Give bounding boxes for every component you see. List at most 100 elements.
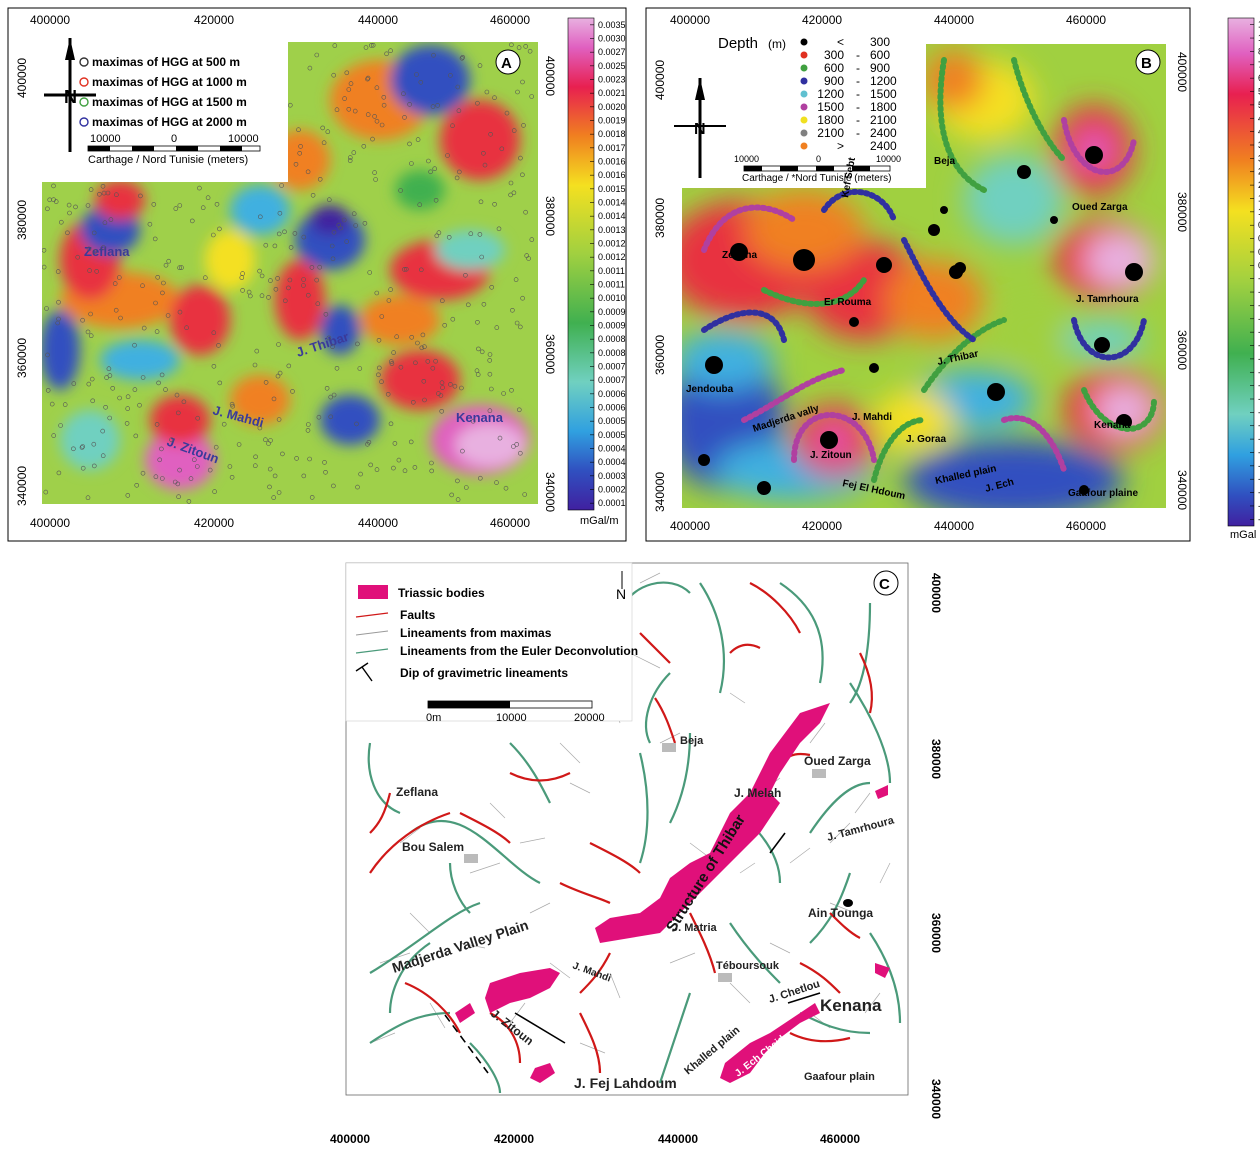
maxima-marker bbox=[271, 396, 277, 402]
maxima-marker bbox=[230, 403, 235, 409]
svg-text:N: N bbox=[694, 121, 706, 138]
maxima-marker bbox=[476, 346, 481, 352]
colorbar-label: -0.90 bbox=[1258, 300, 1260, 310]
depth-from: 1500 bbox=[817, 100, 844, 114]
maxima-marker bbox=[410, 399, 416, 405]
maxima-marker bbox=[65, 230, 70, 236]
maxima-marker bbox=[125, 406, 130, 411]
maxima-marker bbox=[213, 444, 219, 450]
maxima-marker bbox=[374, 290, 380, 296]
depth-from: 900 bbox=[824, 74, 844, 88]
maxima-marker bbox=[347, 155, 353, 160]
panel-a: N maximas of HGG at 500 m maximas of HGG … bbox=[7, 7, 627, 542]
maxima-marker bbox=[523, 44, 529, 49]
maxima-marker bbox=[71, 446, 76, 452]
colorbar-label: -5.45 bbox=[1258, 434, 1260, 444]
maxima-marker bbox=[301, 283, 306, 288]
maxima-marker bbox=[240, 271, 245, 276]
legend-label: Lineaments from maximas bbox=[400, 626, 552, 640]
maxima-marker bbox=[246, 289, 252, 295]
depth-marker bbox=[800, 38, 808, 46]
panel-letter-bg bbox=[873, 570, 899, 596]
depth-marker bbox=[800, 116, 808, 124]
x-tick: 440000 bbox=[934, 519, 974, 533]
colorbar-label: -1.59 bbox=[1258, 327, 1260, 337]
maxima-marker bbox=[523, 209, 528, 215]
maxima-marker bbox=[452, 383, 458, 389]
maxima-marker bbox=[455, 84, 461, 90]
maxima-marker bbox=[474, 368, 480, 374]
maxima-marker bbox=[398, 188, 403, 193]
maxima-marker bbox=[165, 313, 171, 318]
maxima-marker bbox=[325, 129, 331, 134]
maxima-marker bbox=[292, 231, 298, 236]
maxima-marker bbox=[440, 385, 445, 390]
maxima-marker bbox=[177, 467, 182, 473]
maxima-marker bbox=[271, 495, 277, 500]
place-label: J. Zitoun bbox=[810, 450, 852, 461]
maxima-marker bbox=[460, 448, 465, 454]
maxima-marker bbox=[439, 380, 445, 386]
maxima-marker bbox=[320, 125, 326, 131]
colorbar-label: 0.0021 bbox=[598, 88, 626, 98]
maxima-marker bbox=[275, 373, 281, 379]
maxima-marker bbox=[334, 107, 340, 112]
maxima-marker bbox=[75, 254, 80, 260]
maxima-marker bbox=[266, 295, 271, 300]
maxima-marker bbox=[257, 268, 262, 274]
depth-to: 1200 bbox=[870, 74, 897, 88]
maxima-marker bbox=[279, 183, 284, 188]
maxima-marker bbox=[418, 267, 424, 273]
depth-to: 2400 bbox=[870, 126, 897, 140]
maxima-marker bbox=[361, 144, 367, 149]
maxima-marker bbox=[518, 155, 523, 161]
maxima-marker bbox=[114, 192, 119, 197]
maxima-marker bbox=[351, 211, 357, 216]
maxima-marker bbox=[448, 382, 453, 387]
maxima-marker bbox=[487, 408, 493, 414]
maxima-marker bbox=[305, 422, 311, 427]
colorbar-label: -0.23 bbox=[1258, 274, 1260, 284]
maxima-marker bbox=[181, 399, 187, 405]
colorbar-label: -7.84 bbox=[1258, 474, 1260, 484]
maxima-marker bbox=[488, 386, 494, 392]
place-label: Kenana bbox=[1094, 420, 1131, 431]
maxima-marker bbox=[277, 210, 283, 216]
maxima-marker bbox=[124, 421, 130, 426]
colorbar-label: 0.0006 bbox=[598, 403, 626, 413]
maxima-marker bbox=[169, 437, 174, 443]
maxima-marker bbox=[511, 444, 516, 449]
maxima-marker bbox=[297, 151, 303, 156]
colorbar-label: -6.06 bbox=[1258, 447, 1260, 457]
maxima-marker bbox=[520, 295, 525, 301]
maxima-marker bbox=[117, 275, 122, 280]
colorbar-label: 1.32 bbox=[1258, 207, 1260, 217]
colorbar-label: 4.12 bbox=[1258, 127, 1260, 137]
maxima-marker bbox=[372, 114, 377, 119]
colorbar-label: 0.0011 bbox=[598, 280, 625, 290]
place-label: Kenana bbox=[456, 410, 504, 425]
place-label: Jendouba bbox=[686, 384, 734, 395]
legend-swatch-maximas bbox=[355, 630, 389, 636]
maxima-marker bbox=[254, 348, 260, 354]
maxima-marker bbox=[273, 286, 279, 292]
maxima-marker bbox=[71, 381, 77, 386]
legend-swatch-fault bbox=[355, 612, 389, 618]
y-tick: 380000 bbox=[543, 196, 557, 236]
maxima-marker bbox=[510, 307, 515, 313]
colorbar-label: 0.0011 bbox=[598, 266, 625, 276]
maxima-marker bbox=[449, 492, 455, 498]
scale-tick: 10000 bbox=[496, 712, 527, 724]
place-label: J. Matria bbox=[672, 922, 718, 934]
colorbar-label: 0.0018 bbox=[598, 129, 626, 139]
legend-label: maximas of HGG at 1000 m bbox=[92, 75, 247, 89]
maxima-marker bbox=[157, 457, 162, 463]
maxima-marker bbox=[176, 494, 181, 500]
maxima-marker bbox=[107, 415, 112, 421]
maxima-marker bbox=[344, 70, 350, 76]
legend-label: Triassic bodies bbox=[398, 586, 485, 600]
place-label: J. Goraa bbox=[906, 434, 946, 445]
colorbar-label: -3.71 bbox=[1258, 394, 1260, 404]
maxima-marker bbox=[428, 169, 433, 175]
maxima-marker bbox=[430, 104, 436, 109]
